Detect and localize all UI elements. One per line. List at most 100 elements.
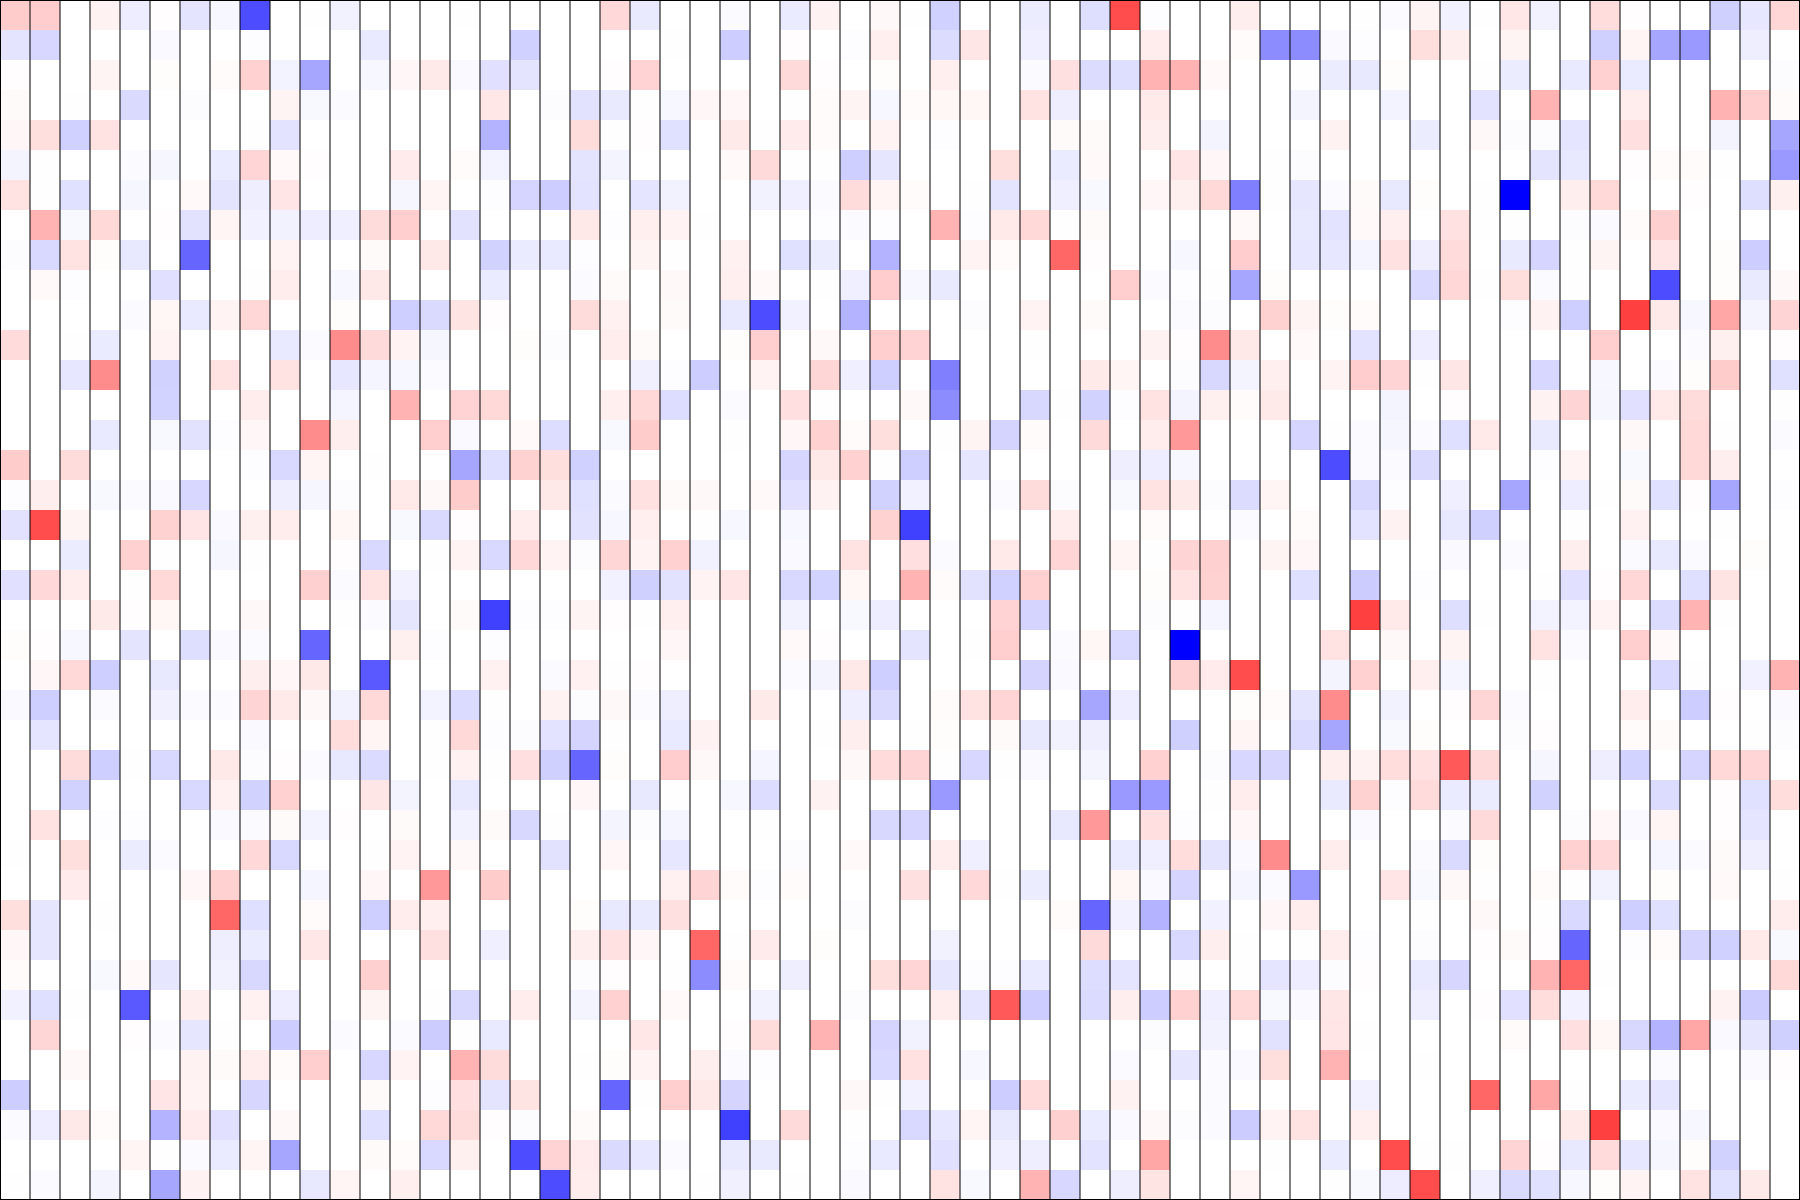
heatmap-cell: [1260, 510, 1291, 541]
heatmap-cell: [1260, 900, 1291, 931]
heatmap-cell: [990, 600, 1021, 631]
heatmap-cell: [870, 420, 901, 451]
heatmap-cell: [420, 510, 451, 541]
heatmap-cell: [930, 660, 961, 691]
heatmap-cell: [900, 840, 931, 871]
heatmap-cell: [810, 780, 841, 811]
heatmap-cell: [900, 1050, 931, 1081]
heatmap-cell: [840, 450, 871, 481]
heatmap-cell: [930, 810, 961, 841]
heatmap-cell: [1230, 960, 1261, 991]
heatmap-cell: [1260, 330, 1291, 361]
heatmap-cell: [1680, 180, 1711, 211]
heatmap-cell: [1320, 240, 1351, 271]
heatmap-cell: [1290, 930, 1321, 961]
heatmap-cell: [540, 690, 571, 721]
heatmap-cell: [990, 30, 1021, 61]
heatmap-cell: [1020, 0, 1051, 31]
heatmap-cell: [1200, 780, 1231, 811]
heatmap-cell: [1170, 1050, 1201, 1081]
heatmap-cell: [420, 990, 451, 1021]
heatmap-cell: [630, 180, 661, 211]
heatmap-cell: [810, 990, 841, 1021]
heatmap-cell: [540, 570, 571, 601]
heatmap-cell: [1500, 90, 1531, 121]
heatmap-cell: [900, 630, 931, 661]
heatmap-cell: [1620, 300, 1651, 331]
heatmap-cell: [1770, 270, 1800, 301]
heatmap-cell: [1560, 840, 1591, 871]
heatmap-cell: [180, 240, 211, 271]
heatmap-cell: [780, 930, 811, 961]
heatmap-cell: [60, 810, 91, 841]
heatmap-cell: [1680, 750, 1711, 781]
heatmap-cell: [510, 30, 541, 61]
heatmap-cell: [1290, 600, 1321, 631]
heatmap-cell: [330, 900, 361, 931]
heatmap-cell: [990, 990, 1021, 1021]
heatmap-cell: [540, 1080, 571, 1111]
heatmap-cell: [1770, 1170, 1800, 1200]
heatmap-cell: [1440, 960, 1471, 991]
heatmap-cell: [480, 1020, 511, 1051]
heatmap-cell: [810, 660, 841, 691]
heatmap-cell: [1050, 210, 1081, 241]
heatmap-cell: [1440, 1140, 1471, 1171]
heatmap-cell: [1680, 990, 1711, 1021]
heatmap-cell: [900, 870, 931, 901]
heatmap-cell: [1770, 300, 1800, 331]
heatmap-cell: [1650, 60, 1681, 91]
heatmap-cell: [510, 1170, 541, 1200]
heatmap-cell: [1230, 150, 1261, 181]
heatmap-cell: [600, 180, 631, 211]
heatmap-cell: [1710, 180, 1741, 211]
heatmap-cell: [150, 930, 181, 961]
heatmap-cell: [150, 990, 181, 1021]
heatmap-cell: [120, 900, 151, 931]
heatmap-cell: [570, 660, 601, 691]
heatmap-cell: [420, 30, 451, 61]
heatmap-cell: [1740, 930, 1771, 961]
heatmap-cell: [1500, 990, 1531, 1021]
heatmap-cell: [600, 1170, 631, 1200]
heatmap-cell: [1410, 1170, 1441, 1200]
heatmap-cell: [480, 690, 511, 721]
heatmap-cell: [1770, 930, 1800, 961]
heatmap-cell: [450, 840, 481, 871]
heatmap-cell: [180, 540, 211, 571]
heatmap-cell: [1470, 720, 1501, 751]
heatmap-cell: [1140, 30, 1171, 61]
heatmap-cell: [750, 1140, 781, 1171]
heatmap-cell: [1440, 510, 1471, 541]
heatmap-cell: [1590, 750, 1621, 781]
heatmap-cell: [240, 930, 271, 961]
heatmap-cell: [600, 210, 631, 241]
heatmap-cell: [270, 420, 301, 451]
heatmap-cell: [870, 1110, 901, 1141]
heatmap-cell: [360, 390, 391, 421]
heatmap-cell: [1650, 210, 1681, 241]
heatmap-cell: [1050, 360, 1081, 391]
heatmap-cell: [0, 390, 31, 421]
heatmap-cell: [1620, 30, 1651, 61]
heatmap-cell: [1020, 630, 1051, 661]
heatmap-cell: [690, 930, 721, 961]
heatmap-cell: [1170, 570, 1201, 601]
heatmap-cell: [1380, 870, 1411, 901]
heatmap-cell: [960, 120, 991, 151]
heatmap-cell: [570, 30, 601, 61]
heatmap-cell: [900, 1020, 931, 1051]
heatmap-cell: [1620, 1110, 1651, 1141]
heatmap-cell: [1380, 810, 1411, 841]
heatmap-cell: [0, 960, 31, 991]
heatmap-cell: [1440, 450, 1471, 481]
heatmap-cell: [1470, 150, 1501, 181]
heatmap-cell: [870, 390, 901, 421]
heatmap-cell: [90, 810, 121, 841]
heatmap-cell: [210, 360, 241, 391]
heatmap-cell: [450, 600, 481, 631]
heatmap-cell: [180, 570, 211, 601]
heatmap-cell: [390, 240, 421, 271]
heatmap-cell: [1020, 480, 1051, 511]
heatmap-cell: [1440, 90, 1471, 121]
